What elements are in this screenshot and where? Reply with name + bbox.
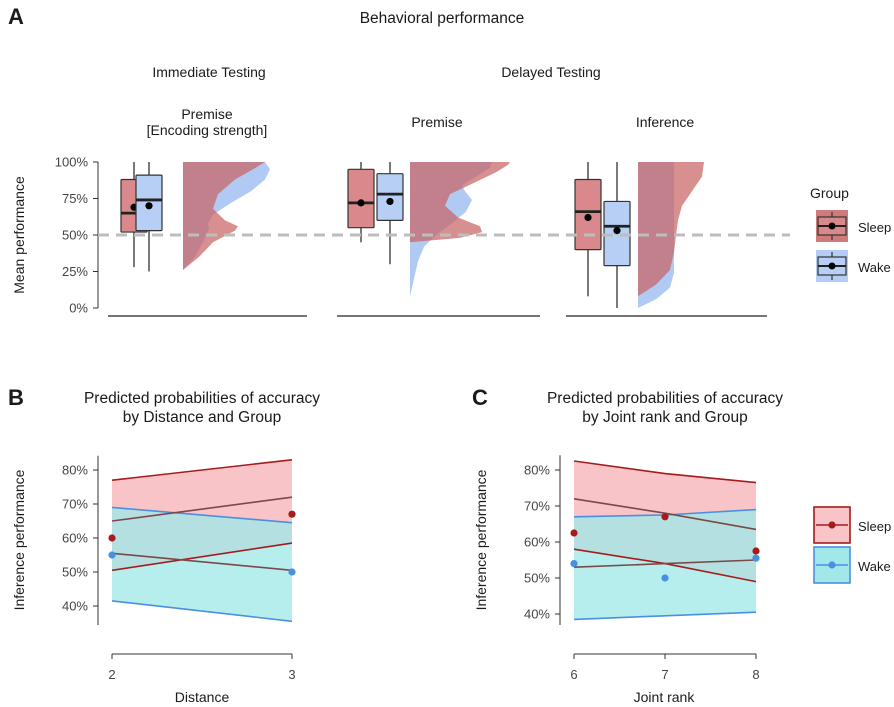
panel-c: C Predicted probabilities of accuracy by…	[472, 385, 891, 705]
panel-b-wake-lower-line	[111, 600, 293, 623]
panel-a-y-axis: 0% 25% 50% 75% 100%	[55, 155, 99, 316]
legend-a-title: Group	[810, 185, 849, 201]
panel-c-wake-point	[661, 574, 669, 582]
panel-a-y-tick-label: 100%	[55, 155, 89, 170]
panel-b-wake-ci-band	[112, 507, 292, 622]
legend-a-sleep-key-mean-point	[828, 222, 836, 230]
panel-b-sleep-point	[108, 534, 116, 542]
panel-c-y-tick-label: 40%	[524, 607, 550, 622]
facet-3-sleep-mean-point	[584, 213, 592, 222]
panel-b-sleep-fit-line	[111, 496, 293, 522]
section-title-immediate: Immediate Testing	[152, 64, 265, 80]
facet-3-title: Inference	[636, 114, 695, 130]
legend-a-wake-label: Wake	[858, 260, 891, 275]
panel-b: B Predicted probabilities of accuracy by…	[8, 385, 320, 705]
panel-a-y-tick-label: 25%	[62, 264, 88, 279]
panel-a-y-tick-label: 50%	[62, 228, 88, 243]
legend-a-wake-key-mean-point	[828, 262, 836, 270]
panel-c-sleep-point	[661, 513, 669, 521]
legend-c-wake-key	[813, 546, 851, 584]
facet-2-wake-box	[376, 173, 404, 221]
legend-a-sleep-label: Sleep	[858, 220, 891, 235]
panel-b-wake-point	[288, 568, 296, 576]
panel-b-sleep-point	[288, 510, 296, 518]
panel-b-y-tick-label: 50%	[62, 565, 88, 580]
panel-b-x-axis-label: Distance	[175, 689, 230, 705]
panel-c-x-axis-label: Joint rank	[634, 689, 696, 705]
panel-a-y-tick-label: 0%	[69, 301, 88, 316]
facet-3-sleep-density	[638, 162, 704, 297]
facet-2-wake-mean-point	[386, 197, 394, 206]
panel-c-y-tick-label: 60%	[524, 535, 550, 550]
panel-c-wake-lower-line	[573, 611, 757, 621]
legend-a-sleep-key	[816, 210, 848, 242]
panel-b-sleep-upper-line	[111, 459, 293, 481]
panel-c-sleep-point	[752, 547, 760, 555]
legend-c-sleep-label: Sleep	[858, 519, 891, 534]
facet-1-title-line2: [Encoding strength]	[147, 122, 268, 138]
facet-2-sleep-density	[410, 162, 510, 243]
panel-letter-b: B	[8, 385, 24, 410]
legend-a-wake-key	[816, 250, 848, 282]
facet-2-sleep-mean-point	[357, 199, 365, 207]
facet-2-title: Premise	[411, 114, 463, 130]
panel-b-wake-point	[108, 551, 116, 559]
panel-letter-a: A	[8, 4, 24, 29]
panel-c-wake-ci-band	[574, 509, 756, 620]
legend-c-sleep-key	[813, 506, 851, 544]
panel-c-sleep-point	[570, 529, 578, 537]
panel-c-y-tick-label: 50%	[524, 571, 550, 586]
panel-b-y-tick-label: 80%	[62, 463, 88, 478]
panel-c-wake-point	[752, 554, 760, 562]
legend-c-wake-key-point	[828, 561, 836, 569]
panel-c-sleep-upper-line	[573, 460, 757, 484]
facet-1	[108, 162, 307, 317]
panel-b-x-tick-label: 3	[288, 667, 295, 682]
panel-b-x-tick-label: 2	[108, 667, 115, 682]
panel-b-y-tick-label: 70%	[62, 497, 88, 512]
facet-1-title-line1: Premise	[181, 106, 233, 122]
panel-b-y-tick-label: 40%	[62, 599, 88, 614]
panel-b-title-line1: Predicted probabilities of accuracy	[84, 390, 320, 407]
facet-3-wake-mean-point	[613, 227, 621, 235]
panel-c-x-tick-label: 7	[661, 667, 668, 682]
panel-a-y-tick-label: 75%	[62, 191, 88, 206]
panel-b-wake-fit-line	[111, 552, 293, 572]
panel-c-legend: Sleep Wake	[813, 506, 891, 584]
panel-a: A Behavioral performance Immediate Testi…	[8, 4, 891, 317]
panel-b-sleep-lower-line	[111, 542, 293, 572]
panel-b-y-tick-label: 60%	[62, 531, 88, 546]
facet-1-wake-mean-point	[145, 202, 153, 210]
panel-c-x-tick-label: 8	[752, 667, 759, 682]
panel-a-title: Behavioral performance	[360, 10, 525, 27]
legend-c-wake-label: Wake	[858, 559, 891, 574]
panel-c-wake-point	[570, 560, 578, 568]
panel-c-y-tick-label: 80%	[524, 463, 550, 478]
panel-a-legend: Group Sleep Wake	[810, 185, 891, 282]
panel-c-title-line2: by Joint rank and Group	[582, 409, 747, 426]
panel-c-wake-fit-line	[573, 559, 757, 568]
panel-c-x-tick-label: 6	[570, 667, 577, 682]
panel-c-y-tick-label: 70%	[524, 499, 550, 514]
facet-2	[337, 162, 540, 317]
section-title-delayed: Delayed Testing	[501, 64, 600, 80]
facet-2-sleep-box	[347, 168, 375, 229]
facet-3	[566, 162, 767, 317]
panel-a-y-axis-label: Mean performance	[11, 176, 27, 294]
facet-1-sleep-density	[183, 162, 265, 270]
panel-b-y-axis-label: Inference performance	[11, 469, 27, 610]
panel-c-y-axis-label: Inference performance	[473, 469, 489, 610]
legend-c-sleep-key-point	[828, 521, 836, 529]
panel-c-title-line1: Predicted probabilities of accuracy	[547, 390, 783, 407]
panel-b-title-line2: by Distance and Group	[123, 409, 282, 426]
panel-letter-c: C	[472, 385, 488, 410]
panel-b-wake-upper-line	[111, 506, 293, 524]
